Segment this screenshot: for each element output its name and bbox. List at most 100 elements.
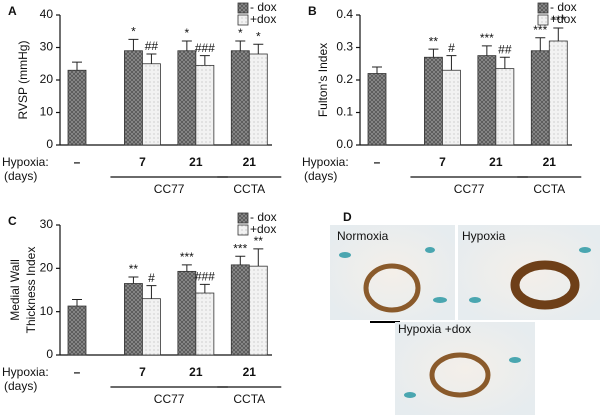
legend-swatch — [237, 224, 249, 236]
error-bar — [128, 276, 139, 284]
bar — [424, 56, 443, 146]
panel-label: B — [308, 4, 317, 18]
bar — [142, 63, 161, 146]
group-label: CCTA — [233, 182, 265, 196]
vessel — [510, 260, 580, 310]
nucleus — [404, 392, 416, 398]
bar — [248, 265, 268, 356]
error-bar — [72, 299, 82, 307]
image-bg — [395, 322, 535, 415]
bar — [477, 55, 497, 146]
y-tick-label: 0.2 — [336, 72, 353, 86]
x-tick-label: – — [74, 155, 81, 169]
group-label: CCTA — [533, 182, 565, 196]
y-tick-label: 30 — [40, 217, 54, 231]
x-tick-label: – — [74, 365, 81, 379]
x-tick-label: 21 — [489, 155, 503, 169]
significance: ### — [195, 41, 215, 55]
error-bar — [428, 48, 439, 58]
x-tick-label: 21 — [243, 155, 257, 169]
y-tick-label: 20 — [40, 261, 54, 275]
error-bar — [253, 43, 264, 54]
panel-label: A — [8, 4, 17, 18]
significance: ** — [429, 34, 439, 48]
image-label: Normoxia — [337, 229, 389, 243]
y-tick-label: 0.3 — [336, 40, 353, 54]
bar — [67, 305, 87, 356]
error-bar — [146, 285, 157, 299]
micrograph — [395, 322, 535, 415]
bar — [177, 50, 197, 146]
x-axis-label: Hypoxia: — [302, 155, 349, 169]
legend-swatch — [537, 14, 549, 26]
error-bar — [181, 264, 192, 272]
bar — [195, 64, 215, 146]
x-axis-label: Hypoxia: — [2, 365, 49, 379]
legend-label: +dox — [250, 12, 276, 26]
error-bar — [128, 38, 139, 51]
image-bg — [330, 225, 455, 320]
x-axis-unit: (days) — [4, 379, 37, 393]
x-tick-label: – — [374, 155, 381, 169]
legend-swatch — [237, 2, 249, 14]
significance: # — [448, 41, 455, 55]
nucleus — [339, 252, 351, 258]
legend-label: +dox — [550, 12, 576, 26]
significance: ** — [129, 262, 139, 276]
error-bar — [446, 55, 457, 71]
micrograph — [458, 225, 600, 320]
error-bar — [372, 66, 382, 74]
bar — [142, 298, 161, 356]
y-tick-label: 0.4 — [336, 7, 353, 21]
significance: * — [256, 29, 261, 43]
significance: * — [238, 26, 243, 40]
legend-label: - dox — [250, 0, 277, 14]
x-axis-unit: (days) — [304, 169, 337, 183]
vessel — [429, 352, 491, 398]
bar — [124, 283, 143, 356]
bar — [230, 50, 250, 146]
bar — [442, 69, 461, 146]
significance: *** — [233, 241, 247, 255]
group-label: CC77 — [154, 392, 185, 406]
bar — [124, 50, 143, 146]
panel-label: C — [8, 214, 17, 228]
x-tick-label: 21 — [243, 365, 257, 379]
bar — [495, 68, 515, 146]
bar — [367, 73, 387, 146]
x-axis-label: Hypoxia: — [2, 155, 49, 169]
image-label: Hypoxia +dox — [398, 322, 471, 336]
group-label: CC77 — [454, 182, 485, 196]
significance: # — [148, 271, 155, 285]
error-bar — [235, 40, 246, 51]
legend-label: +dox — [250, 222, 276, 236]
vessel — [363, 263, 421, 313]
image-label: Hypoxia — [462, 229, 506, 243]
significance: ** — [254, 234, 264, 248]
y-tick-label: 40 — [40, 7, 54, 21]
error-bar — [535, 37, 546, 51]
bar — [195, 292, 215, 356]
group-label: CCTA — [233, 392, 265, 406]
significance: ### — [195, 270, 215, 284]
x-tick-label: 7 — [139, 155, 146, 169]
group-label: CC77 — [154, 182, 185, 196]
error-bar — [481, 45, 492, 56]
x-tick-label: 21 — [189, 365, 203, 379]
panel-label: D — [343, 210, 352, 224]
y-tick-label: 30 — [40, 40, 54, 54]
significance: ## — [145, 39, 159, 53]
micrograph — [330, 225, 455, 323]
x-tick-label: 7 — [439, 155, 446, 169]
y-tick-label: 0.1 — [336, 105, 353, 119]
significance: * — [185, 26, 190, 40]
legend-label: - dox — [250, 210, 277, 224]
error-bar — [553, 27, 564, 41]
bar — [67, 69, 87, 146]
bar — [248, 53, 268, 146]
y-tick-label: 10 — [40, 304, 54, 318]
legend-swatch — [237, 14, 249, 26]
error-bar — [146, 53, 157, 64]
y-axis-label: Medial Wall — [8, 259, 22, 321]
